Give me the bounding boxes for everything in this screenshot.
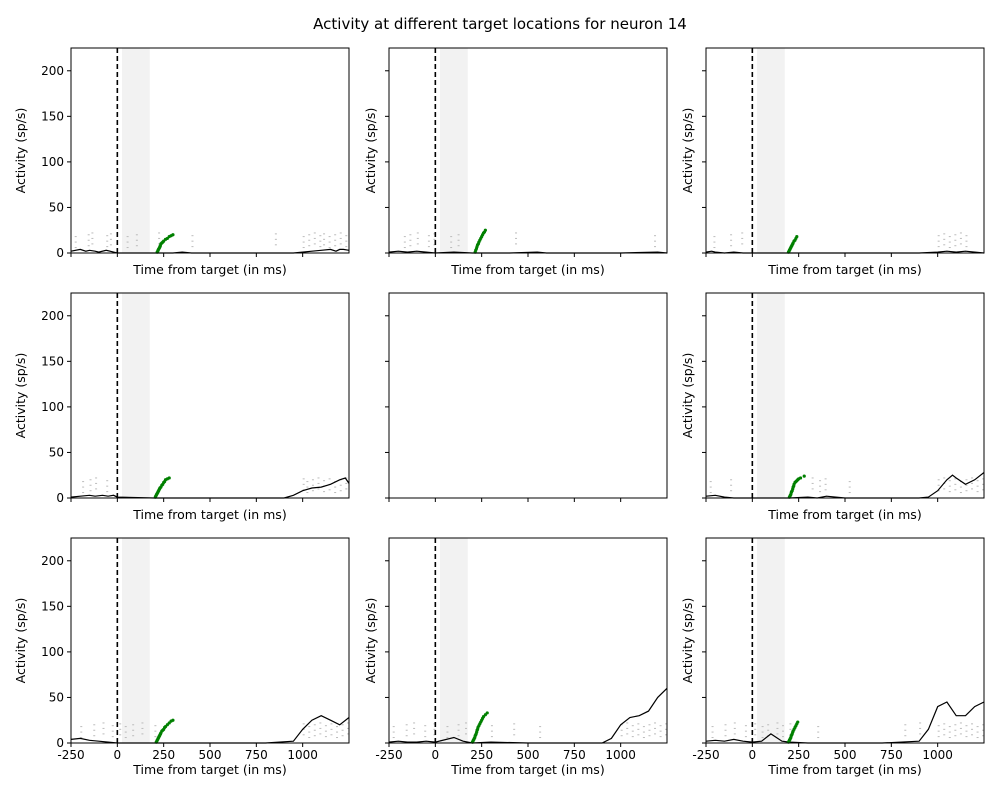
x-tick-label: 750 bbox=[880, 748, 903, 762]
y-axis-label: Activity (sp/s) bbox=[680, 108, 695, 194]
x-tick-label: 750 bbox=[245, 748, 268, 762]
x-tick-label: 750 bbox=[563, 748, 586, 762]
saccade-point bbox=[167, 476, 171, 480]
y-tick-label: 50 bbox=[49, 445, 64, 459]
saccade-point bbox=[798, 476, 803, 480]
y-tick-label: 0 bbox=[56, 736, 64, 750]
x-tick-label: 0 bbox=[749, 748, 757, 762]
axes-frame bbox=[70, 47, 350, 254]
psth-line bbox=[70, 715, 350, 744]
shaded-window bbox=[121, 48, 150, 253]
x-axis-label: Time from target (in ms) bbox=[767, 507, 921, 522]
y-tick-label: 0 bbox=[56, 491, 64, 505]
x-axis-label: Time from target (in ms) bbox=[132, 507, 286, 522]
x-tick-label: 1000 bbox=[287, 748, 318, 762]
y-tick-label: 200 bbox=[41, 554, 64, 568]
panel-3: Time from target (in ms) Activity (sp/s) bbox=[680, 47, 985, 277]
y-tick-label: 50 bbox=[49, 200, 64, 214]
saccade-point bbox=[802, 474, 806, 478]
x-tick-label: 250 bbox=[470, 748, 493, 762]
axes-frame bbox=[705, 292, 985, 499]
y-tick-label: 150 bbox=[41, 599, 64, 613]
x-axis-label: Time from target (in ms) bbox=[767, 762, 921, 777]
y-axis-label: Activity (sp/s) bbox=[13, 598, 28, 684]
y-axis-label: Activity (sp/s) bbox=[680, 598, 695, 684]
y-tick-label: 150 bbox=[41, 354, 64, 368]
psth-line bbox=[705, 472, 985, 499]
x-tick-label: -250 bbox=[692, 748, 719, 762]
shaded-window bbox=[439, 538, 468, 743]
y-tick-label: 150 bbox=[41, 109, 64, 123]
x-tick-label: -250 bbox=[375, 748, 402, 762]
x-tick-label: 1000 bbox=[922, 748, 953, 762]
axes-frame bbox=[388, 292, 668, 499]
x-tick-label: 500 bbox=[199, 748, 222, 762]
psth-line bbox=[70, 477, 350, 499]
axes-frame bbox=[70, 292, 350, 499]
y-tick-label: 100 bbox=[41, 155, 64, 169]
y-axis-label: Activity (sp/s) bbox=[13, 108, 28, 194]
panel-4: 0 50 100 150 200 Time from target (in ms) Acti… bbox=[13, 292, 350, 522]
shaded-window bbox=[121, 538, 150, 743]
x-tick-label: 1000 bbox=[605, 748, 636, 762]
y-tick-label: 50 bbox=[49, 690, 64, 704]
x-tick-label: 500 bbox=[834, 748, 857, 762]
y-tick-label: 0 bbox=[56, 246, 64, 260]
y-tick-label: 200 bbox=[41, 64, 64, 78]
x-axis-label: Time from target (in ms) bbox=[132, 762, 286, 777]
saccade-point bbox=[171, 718, 175, 722]
x-tick-label: 250 bbox=[152, 748, 175, 762]
panels: 0 50 100 150 200 Time from target (in ms) Acti… bbox=[13, 47, 985, 777]
x-axis-label: Time from target (in ms) bbox=[132, 262, 286, 277]
y-tick-label: 200 bbox=[41, 309, 64, 323]
axes-frame bbox=[705, 537, 985, 744]
x-axis-label: Time from target (in ms) bbox=[450, 762, 604, 777]
saccade-point bbox=[171, 233, 175, 237]
psth-line bbox=[388, 687, 668, 744]
y-tick-label: 100 bbox=[41, 400, 64, 414]
axes-frame bbox=[388, 537, 668, 744]
x-tick-label: -250 bbox=[57, 748, 84, 762]
axes-frame bbox=[70, 537, 350, 744]
axes-frame bbox=[705, 47, 985, 254]
y-axis-label: Activity (sp/s) bbox=[680, 353, 695, 439]
shaded-window bbox=[121, 293, 150, 498]
x-tick-label: 500 bbox=[517, 748, 540, 762]
y-tick-label: 100 bbox=[41, 645, 64, 659]
saccade-point bbox=[485, 711, 489, 715]
shaded-window bbox=[756, 48, 785, 253]
x-axis-label: Time from target (in ms) bbox=[767, 262, 921, 277]
x-tick-label: 0 bbox=[114, 748, 122, 762]
shaded-window bbox=[756, 293, 785, 498]
panel-2: Time from target (in ms) Activity (sp/s) bbox=[363, 47, 668, 277]
panel-5 bbox=[385, 292, 668, 502]
figure-title: Activity at different target locations f… bbox=[313, 15, 687, 33]
saccade-point bbox=[795, 235, 799, 239]
shaded-window bbox=[756, 538, 785, 743]
y-axis-label: Activity (sp/s) bbox=[13, 353, 28, 439]
psth-line bbox=[705, 701, 985, 744]
psth-line bbox=[70, 248, 350, 254]
x-tick-label: 250 bbox=[787, 748, 810, 762]
axes-frame bbox=[388, 47, 668, 254]
x-tick-label: 0 bbox=[432, 748, 440, 762]
y-axis-label: Activity (sp/s) bbox=[363, 598, 378, 684]
shaded-window bbox=[439, 48, 468, 253]
panel-6: Time from target (in ms) Activity (sp/s) bbox=[680, 292, 985, 522]
x-axis-label: Time from target (in ms) bbox=[450, 262, 604, 277]
y-axis-label: Activity (sp/s) bbox=[363, 108, 378, 194]
saccade-point bbox=[483, 228, 487, 232]
saccade-point bbox=[796, 720, 800, 724]
panel-1: 0 50 100 150 200 Time from target (in ms) Acti… bbox=[13, 47, 350, 277]
